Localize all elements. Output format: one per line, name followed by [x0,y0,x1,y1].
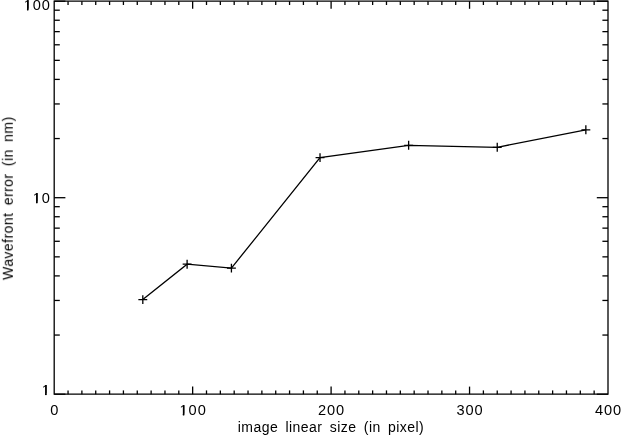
svg-text:400: 400 [595,402,621,418]
svg-text:Wavefront error (in nm): Wavefront error (in nm) [0,116,16,280]
svg-text:200: 200 [318,402,345,418]
svg-text:image linear size (in pixel): image linear size (in pixel) [238,419,424,435]
svg-text:300: 300 [456,402,483,418]
svg-text:0: 0 [50,402,59,418]
